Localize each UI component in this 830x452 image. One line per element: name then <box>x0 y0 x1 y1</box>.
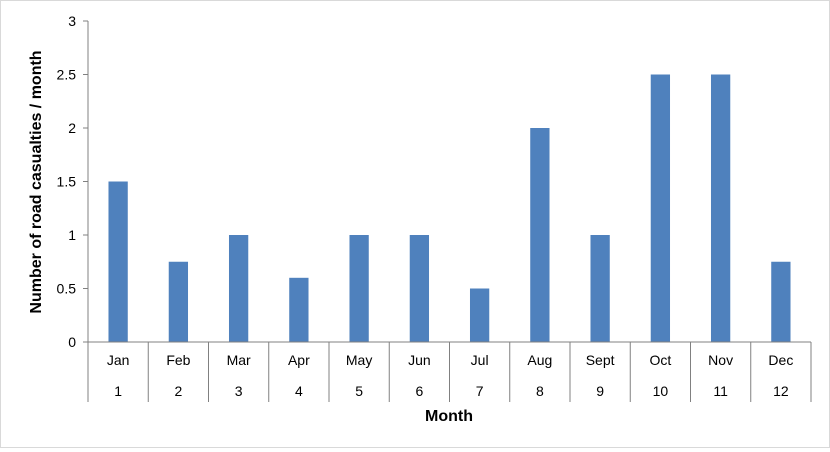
x-axis-categories: Jan 1 Feb 2 Mar 3 Apr 4 May 5 Jun 6 Jul 7 Aug 8 Sept 9 Oct… <box>87 342 812 402</box>
bar-jan <box>108 181 128 342</box>
bar-nov <box>710 74 731 342</box>
x-category-label: Nov <box>708 352 733 368</box>
bars <box>108 74 791 342</box>
x-category-number: 2 <box>174 383 182 399</box>
y-tick-label: 2 <box>68 120 76 136</box>
x-category-label: Jun <box>408 352 431 368</box>
x-category-number: 6 <box>415 383 423 399</box>
x-category-label: Oct <box>649 352 671 368</box>
x-category-number: 8 <box>536 383 544 399</box>
bar-jul <box>469 288 490 342</box>
x-category-label: Dec <box>768 352 793 368</box>
bar-may <box>349 235 369 342</box>
bar-oct <box>650 74 671 342</box>
x-category-number: 3 <box>235 383 243 399</box>
y-tick-label: 0.5 <box>57 281 77 297</box>
bar-feb <box>168 261 189 342</box>
axes <box>87 21 811 343</box>
y-tick-label: 3 <box>68 13 76 29</box>
bar-sept <box>590 235 610 342</box>
x-category-number: 4 <box>295 383 303 399</box>
bar-jun <box>409 235 430 342</box>
x-category-label: Jul <box>471 352 489 368</box>
x-category-number: 9 <box>596 383 604 399</box>
bar-apr <box>289 277 309 342</box>
bar-dec <box>771 261 791 342</box>
x-category-label: Jan <box>107 352 130 368</box>
x-category-label: May <box>346 352 372 368</box>
x-category-label: Feb <box>166 352 190 368</box>
bar-aug <box>530 128 550 342</box>
x-category-label: Aug <box>527 352 552 368</box>
x-category-number: 12 <box>773 383 789 399</box>
x-category-number: 1 <box>114 383 122 399</box>
x-axis-title: Month <box>425 408 473 425</box>
x-category-number: 7 <box>476 383 484 399</box>
y-tick-label: 2.5 <box>57 67 77 83</box>
y-axis-ticks: 0 0.5 1 1.5 2 2.5 3 <box>57 13 88 350</box>
y-tick-label: 1 <box>68 227 76 243</box>
x-category-number: 5 <box>355 383 363 399</box>
x-category-label: Mar <box>227 352 251 368</box>
x-category-label: Sept <box>586 352 615 368</box>
bar-mar <box>228 235 249 342</box>
y-axis-title: Number of road casualties / month <box>28 50 45 313</box>
x-category-number: 10 <box>653 383 669 399</box>
y-tick-label: 1.5 <box>57 174 77 190</box>
y-tick-label: 0 <box>68 334 76 350</box>
x-category-number: 11 <box>713 383 728 399</box>
x-category-label: Apr <box>288 352 310 368</box>
